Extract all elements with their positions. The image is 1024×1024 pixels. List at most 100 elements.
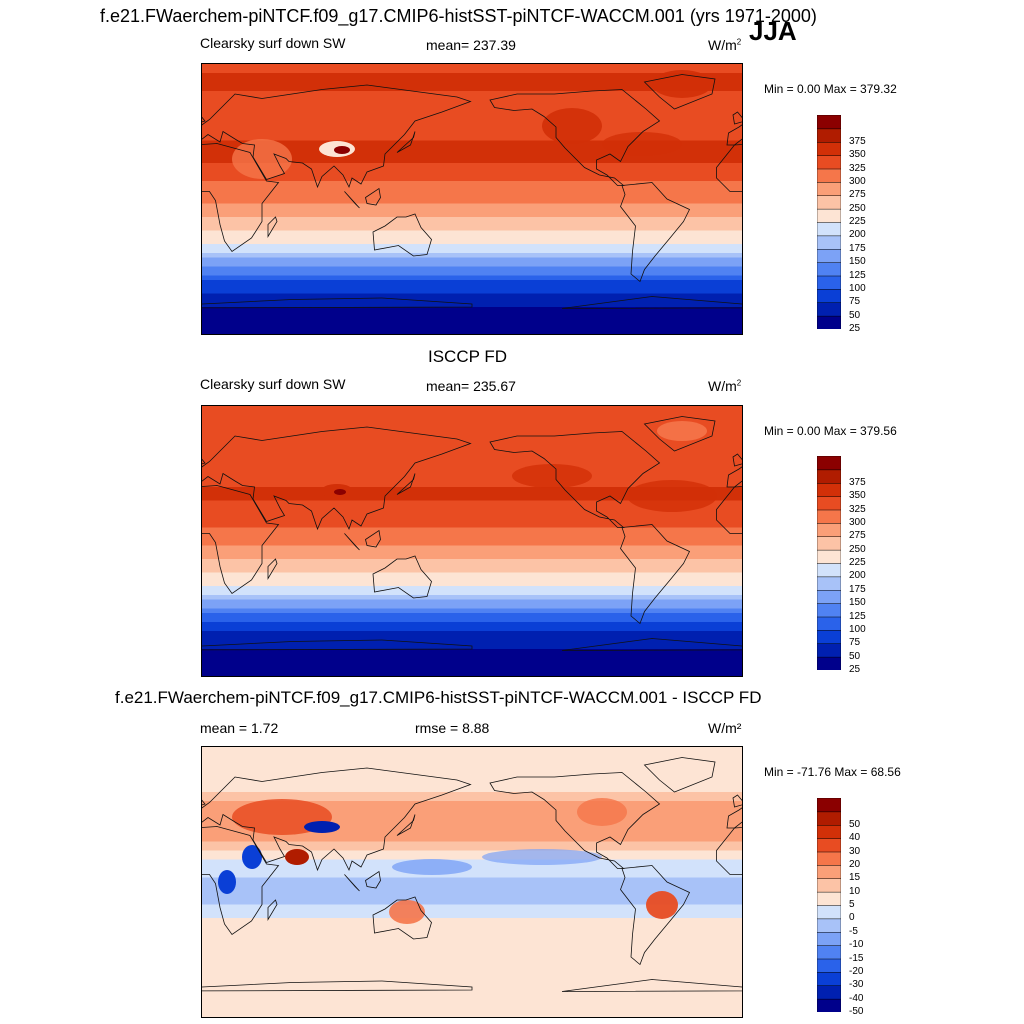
field-band: [202, 536, 742, 542]
colorbar-tick-label: -30: [849, 979, 864, 991]
colorbar-box: [817, 562, 841, 578]
field-band: [202, 841, 742, 847]
field-band: [202, 464, 742, 470]
colorbar-tick-label: 325: [849, 503, 866, 515]
field-band: [202, 1003, 742, 1009]
field-band: [202, 325, 742, 330]
field-band: [202, 631, 742, 636]
field-band: [202, 913, 742, 919]
field-band: [202, 415, 742, 420]
field-band: [202, 199, 742, 204]
field-band: [202, 850, 742, 856]
coastline: [365, 529, 381, 548]
field-band: [202, 778, 742, 784]
panel3-mean: mean = 1.72: [200, 720, 279, 736]
field-band: [202, 293, 742, 299]
field-band: [202, 976, 742, 982]
field-band: [202, 792, 742, 797]
colorbar-box: [817, 549, 841, 564]
field-band: [202, 859, 742, 865]
field-band: [202, 203, 742, 209]
field-feature: [512, 464, 592, 488]
coastline: [643, 74, 716, 110]
coastline: [202, 826, 280, 936]
colorbar-box: [817, 904, 841, 920]
colorbar-box: [817, 629, 841, 644]
colorbar-tick-label: 20: [849, 858, 861, 870]
coastline: [344, 533, 360, 551]
field-band: [202, 810, 742, 815]
colorbar-tick-label: 375: [849, 476, 866, 488]
colorbar-box: [817, 576, 841, 591]
field-feature: [242, 845, 262, 869]
field-band: [202, 460, 742, 465]
coastline: [732, 111, 742, 125]
field-band: [202, 662, 742, 668]
colorbar-box: [817, 208, 841, 223]
field-band: [202, 541, 742, 546]
colorbar-tick-label: -15: [849, 952, 864, 964]
field-band: [202, 972, 742, 977]
panel2-map-svg: [202, 406, 742, 676]
field-band: [202, 581, 742, 587]
field-band: [202, 176, 742, 182]
colorbar-box: [817, 154, 841, 170]
field-band: [202, 140, 742, 146]
field-band: [202, 235, 742, 240]
field-feature: [627, 480, 717, 512]
field-feature: [232, 139, 292, 179]
colorbar-box: [817, 302, 841, 317]
field-band: [202, 653, 742, 659]
colorbar-box: [817, 181, 841, 196]
colorbar-box: [817, 275, 841, 290]
field-band: [202, 550, 742, 555]
colorbar-box: [817, 891, 841, 906]
season-label: JJA: [749, 16, 797, 46]
coastline: [643, 757, 716, 793]
panel1-mean: mean= 237.39: [426, 37, 516, 53]
coastline: [489, 89, 661, 186]
coastline: [267, 558, 278, 580]
colorbar-box: [817, 985, 841, 1000]
panel3-colorbar-svg: [817, 798, 841, 1012]
field-band: [202, 936, 742, 941]
field-band: [202, 855, 742, 860]
field-band: [202, 963, 742, 968]
coastline: [372, 555, 432, 599]
colorbar-box: [817, 851, 841, 866]
colorbar-box: [817, 931, 841, 946]
field-band: [202, 424, 742, 429]
field-band: [202, 635, 742, 641]
colorbar-box: [817, 536, 841, 551]
field-band: [202, 221, 742, 227]
field-band: [202, 73, 742, 78]
field-band: [202, 122, 742, 128]
field-band: [202, 667, 742, 672]
colorbar-tick-label: -20: [849, 965, 864, 977]
field-band: [202, 487, 742, 492]
colorbar-tick-label: 300: [849, 516, 866, 528]
colorbar-box: [817, 824, 841, 839]
field-band: [202, 765, 742, 770]
colorbar-box: [817, 141, 841, 156]
panel3-minmax: Min = -71.76 Max = 68.56: [764, 765, 901, 779]
field-band: [202, 617, 742, 623]
field-band: [202, 814, 742, 820]
colorbar-box: [817, 168, 841, 183]
field-band: [202, 289, 742, 294]
coastline: [489, 772, 661, 869]
colorbar-tick-label: 150: [849, 597, 866, 609]
coastline: [396, 473, 416, 495]
field-band: [202, 613, 742, 618]
colorbar-tick-label: 50: [849, 818, 861, 830]
field-feature: [334, 489, 346, 495]
field-band: [202, 437, 742, 443]
colorbar-box: [817, 998, 841, 1012]
colorbar-box: [817, 128, 841, 143]
panel2-map: [201, 405, 743, 677]
field-band: [202, 823, 742, 829]
field-band: [202, 882, 742, 887]
panel1-minmax: Min = 0.00 Max = 379.32: [764, 82, 897, 96]
field-band: [202, 64, 742, 69]
colorbar-tick-label: 75: [849, 637, 861, 649]
